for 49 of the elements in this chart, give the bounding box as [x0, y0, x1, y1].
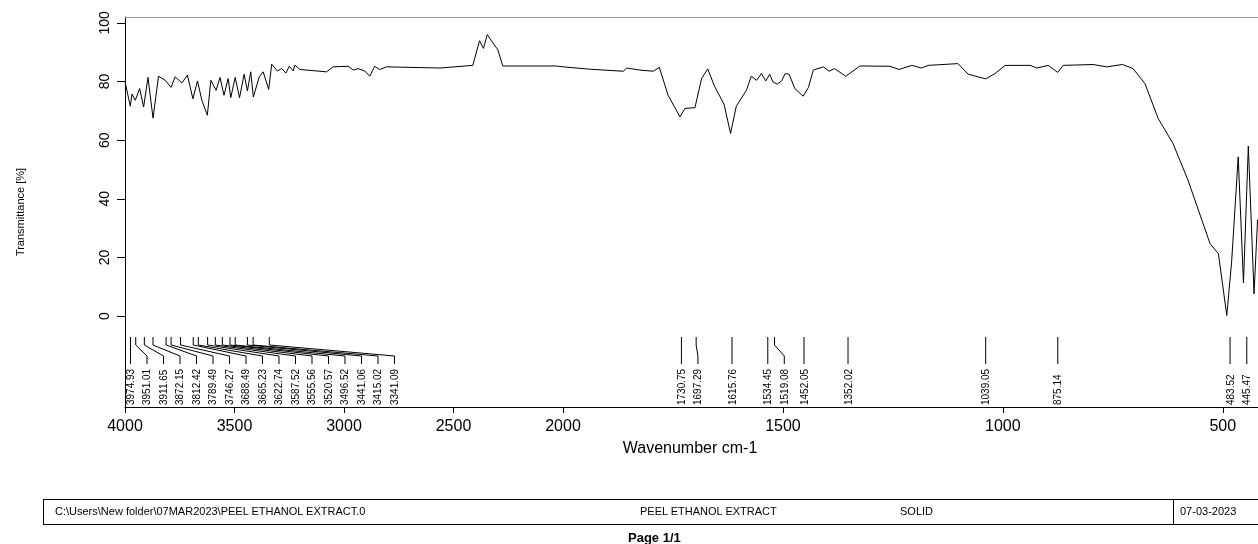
annotation: 3789.49	[207, 368, 219, 405]
annotation: 3974.93	[124, 368, 136, 405]
annotation: 1452.05	[798, 368, 810, 405]
x-tick-label: 500	[1209, 416, 1237, 434]
x-tick-label: 3500	[216, 416, 253, 434]
annotation: 1534.45	[762, 368, 774, 405]
y-tick-label: 0	[96, 312, 112, 320]
y-tick-label: 20	[96, 249, 112, 266]
text: Page 1/1	[628, 530, 681, 544]
annotation: 3587.52	[289, 368, 301, 405]
annotation: 445.47	[1241, 373, 1253, 405]
annotation: 1519.08	[778, 368, 790, 405]
text: C:\Users\New folder\07MAR2023\PEEL ETHANOL EXTRACT.0	[55, 505, 366, 517]
annotation: 3555.56	[306, 368, 318, 405]
x-tick-label: 3000	[326, 416, 362, 434]
x-tick-label: 2000	[545, 416, 581, 434]
annotation: 3415.02	[372, 368, 384, 405]
annotation: 1615.76	[726, 368, 738, 405]
y-axis-title: Transmittance [%]	[13, 167, 26, 257]
y-tick-label: 100	[96, 10, 112, 35]
annotation: 3341.09	[388, 368, 400, 405]
annotation: 875.14	[1052, 373, 1064, 405]
annotation: 3520.57	[322, 368, 334, 405]
annotation: 3872.15	[174, 368, 186, 405]
y-tick-label: 60	[96, 132, 112, 148]
annotation: 1352.02	[842, 368, 854, 405]
text: SOLID	[900, 505, 934, 517]
annotation: 3441.06	[355, 368, 367, 405]
x-tick-label: 1500	[765, 416, 801, 434]
annotation: 483.52	[1224, 373, 1236, 405]
annotation: 3688.49	[240, 368, 252, 405]
annotation: 1730.75	[675, 368, 687, 405]
y-tick-label: 80	[96, 73, 112, 90]
y-tick-label: 40	[96, 190, 112, 207]
text: PEEL ETHANOL EXTRACT	[640, 505, 777, 517]
annotation: 3622.74	[273, 368, 285, 405]
annotation: 1697.29	[692, 368, 704, 405]
annotation: 3911.65	[157, 369, 169, 405]
x-tick-label: 4000	[107, 416, 143, 434]
annotation: 3951.01	[141, 368, 153, 405]
annotation: 1039.05	[980, 368, 992, 405]
annotation: 3746.27	[223, 368, 235, 405]
annotation: 3812.42	[190, 368, 202, 405]
x-axis-title: Wavenumber cm-1	[622, 438, 758, 456]
x-tick-label: 1000	[985, 416, 1021, 434]
annotation: 3496.52	[339, 368, 351, 405]
x-tick-label: 2500	[435, 416, 472, 434]
annotation: 3665.23	[256, 368, 268, 405]
text: 07-03-2023	[1180, 505, 1237, 517]
